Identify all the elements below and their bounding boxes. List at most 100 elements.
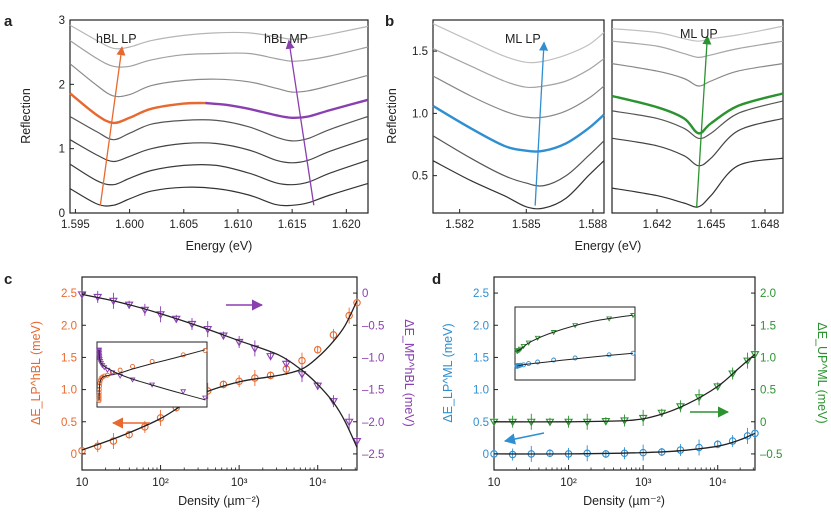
panel-a-arrow: [99, 46, 126, 206]
panel-b-lp-arrow: [534, 41, 549, 206]
panel-b-y-tick-label: 1.0: [412, 108, 428, 120]
panel-b-left-series-line: [432, 135, 605, 187]
panel-d-inset-right-point: [525, 340, 532, 346]
panel-c-x-tick-label: 10: [76, 477, 89, 489]
panel-c-right-data-point: [234, 338, 244, 347]
panel-c-right-y-tick-label: –0.5: [362, 320, 384, 332]
panel-a-y-tick-label: 2: [59, 79, 65, 91]
panel-b-up-arrow: [695, 35, 712, 209]
panel-b-left-x-tick-label: 1.582: [445, 219, 474, 231]
panel-b-chart: 1.582 1.585 1.588 1.642 1.645 1.6480.51.01.5 …: [385, 19, 784, 253]
panel-d-x-tick-label: 10⁴: [709, 477, 727, 489]
panel-a-y-tick-label: 1: [59, 144, 65, 156]
panel-b-left-series-line: [432, 160, 605, 210]
panel-d-left-y-tick-label: 2.0: [473, 320, 489, 332]
panel-d-left-data-point: [546, 449, 554, 458]
panel-c-right-data-point: [266, 353, 276, 361]
panel-d-right-y-tick-label: 0: [760, 417, 766, 429]
panel-d-x-axis-label: Density (µm⁻²): [583, 494, 665, 508]
panel-d-x-tick-label: 10²: [560, 477, 577, 489]
panel-d-left-y-tick-label: 1.0: [473, 385, 489, 397]
panel-b-left-series-line: [432, 23, 605, 64]
panel-a-series-line: [69, 92, 206, 125]
panel-c-right-data-point: [140, 306, 150, 315]
panel-b-left-series-line: [432, 104, 605, 153]
panel-c-inset: [96, 347, 208, 404]
panel-a-y-tick-label: 0: [59, 208, 65, 220]
panel-d-right-y-tick-label: 2.0: [760, 288, 776, 300]
panel-d-right-data-point: [750, 351, 760, 359]
panel-c-left-y-tick-label: 1.0: [61, 385, 77, 397]
panel-label-d: d: [432, 271, 441, 288]
panel-b-right-series-line: [611, 40, 784, 59]
panel-d-left-data-point: [751, 429, 759, 438]
panel-c-left-data-point: [298, 356, 306, 365]
panel-c-left-y-tick-label: 0.5: [61, 417, 77, 429]
panel-label-a: a: [4, 13, 13, 30]
panel-c-left-y-tick-label: 2.5: [61, 288, 77, 300]
panel-d-left-axis-arrow: [503, 432, 545, 445]
panel-d-right-data-point: [728, 370, 738, 379]
panel-c-inset-right-fit: [98, 349, 206, 401]
panel-c-x-tick-label: 10³: [231, 477, 248, 489]
panel-d-inset-left-point: [535, 359, 541, 365]
panel-d-right-y-tick-label: 0.5: [760, 385, 776, 397]
panel-c-right-y-tick-label: 0: [362, 288, 368, 300]
panel-a-series-line: [69, 137, 369, 164]
panel-b-y-tick-label: 1.5: [412, 46, 428, 58]
panel-d-inset-left-fit: [516, 352, 634, 367]
panel-d-chart: 10 10² 10³ 10⁴ 0 0.5 1.0 1.5 2.0 2.5 –0.5 0 0.5 1.0 1.…: [441, 276, 829, 508]
panel-c-right-data-point: [352, 438, 362, 446]
panel-a-series-line: [69, 182, 369, 207]
panel-d-right-y-axis-label: ΔE_UP^ML (meV): [815, 322, 829, 423]
panel-c-right-data-point: [328, 398, 338, 406]
panel-c-inset-left-point: [98, 375, 104, 381]
panel-c-right-y-tick-label: –2.5: [362, 449, 384, 461]
panel-d-left-y-tick-label: 0.5: [473, 417, 489, 429]
panel-c-left-data-point: [353, 298, 361, 307]
panel-c-inset-left-fit: [98, 349, 206, 401]
panel-a-x-tick-label: 1.610: [224, 219, 253, 231]
panel-d-left-y-tick-label: 2.5: [473, 288, 489, 300]
panel-a-series-line: [69, 159, 369, 186]
panel-c-right-y-axis-label: ΔE_MP^hBL (meV): [402, 319, 416, 427]
panel-a-x-tick-label: 1.595: [61, 219, 90, 231]
panel-a-series-line: [69, 40, 369, 68]
panel-b-left-series-line: [432, 75, 605, 119]
panel-d-inset-frame: [514, 306, 636, 381]
panel-b-right-series-line: [611, 25, 784, 42]
panel-a-series-line: [69, 24, 369, 50]
panel-a-x-axis-label: Energy (eV): [186, 239, 253, 253]
panel-d-right-data-point: [694, 394, 704, 402]
panel-label-c: c: [4, 271, 12, 288]
panel-c-right-fit-line: [81, 293, 358, 448]
panel-b-right-series-line: [611, 100, 784, 140]
panel-d-right-data-point: [743, 357, 753, 366]
panel-b-x-axis-label: Energy (eV): [575, 239, 642, 253]
panel-c-right-data-point: [281, 360, 291, 369]
panel-d-right-y-tick-label: 1.5: [760, 320, 776, 332]
panel-a-series-line: [69, 115, 369, 142]
panel-d-inset-right-fit: [516, 314, 634, 352]
panel-b-right-x-tick-label: 1.648: [751, 219, 780, 231]
panel-a-y-tick-label: 3: [59, 15, 65, 27]
panel-a-x-tick-label: 1.615: [278, 219, 307, 231]
panel-b-right-series-line: [611, 157, 784, 208]
panel-d-inset-right-point: [517, 346, 524, 352]
panel-c-left-data-point: [156, 414, 165, 422]
panel-c-left-data-point: [219, 380, 228, 389]
panel-c-right-data-point: [344, 418, 354, 427]
panel-a-series-line: [205, 98, 369, 120]
panel-d-left-y-tick-label: 1.5: [473, 352, 489, 364]
panel-a-y-axis-label: Reflection: [19, 88, 33, 144]
panel-d-left-data-point: [695, 443, 703, 452]
panel-b-left-frame: [432, 19, 605, 214]
panel-c-left-fit-line: [81, 300, 358, 451]
panel-d-inset: [514, 313, 636, 369]
panel-c-frame: [81, 276, 358, 471]
panel-c-left-y-tick-label: 0: [71, 449, 77, 461]
panel-c-x-tick-label: 10⁴: [309, 477, 327, 489]
panel-a-x-tick-label: 1.600: [115, 219, 144, 231]
panel-c-x-axis-label: Density (µm⁻²): [178, 494, 260, 508]
